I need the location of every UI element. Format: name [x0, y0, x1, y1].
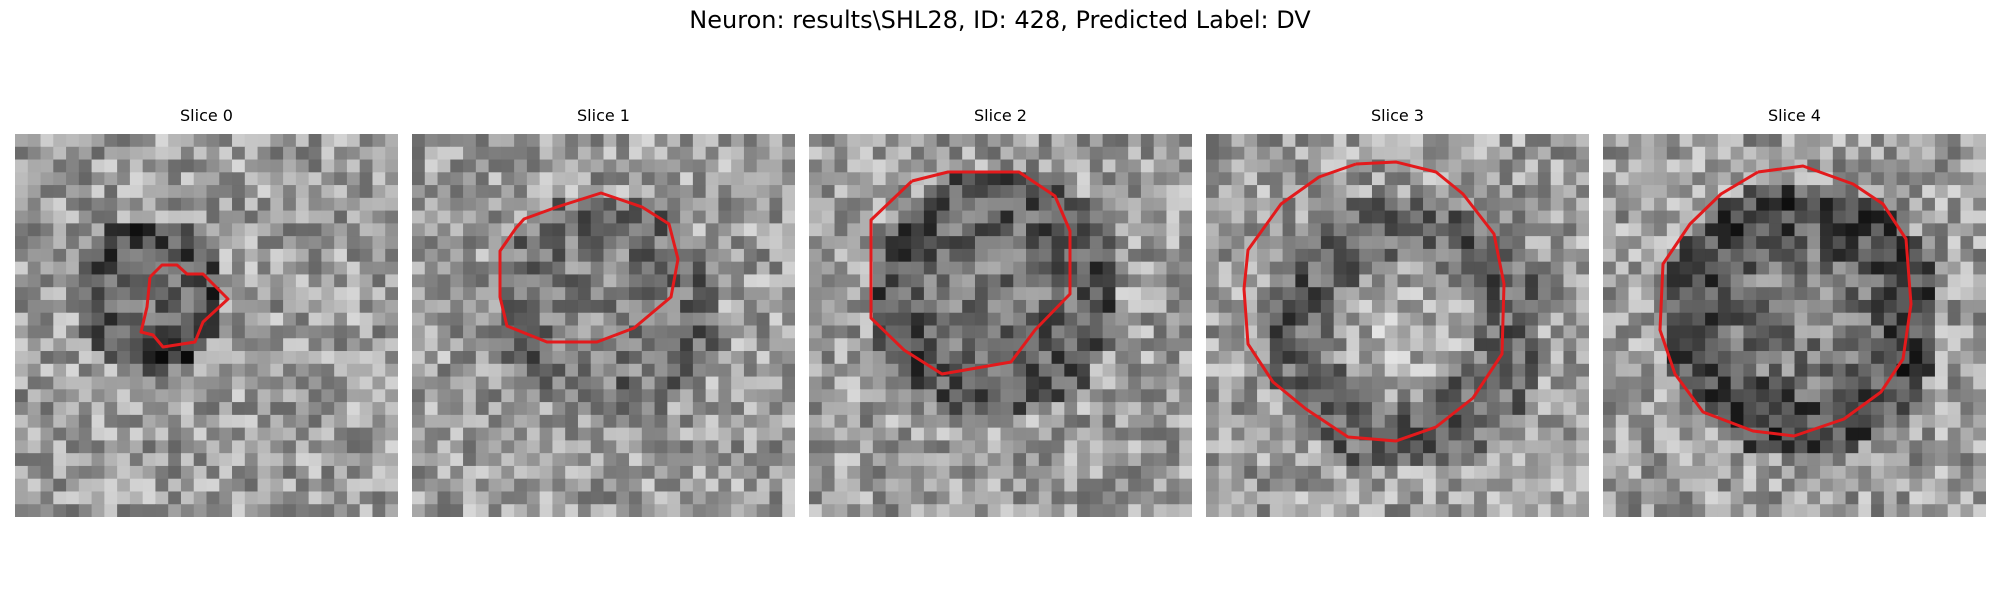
slice-title: Slice 2	[974, 106, 1027, 125]
roi-contour	[139, 263, 230, 349]
slice-image	[1603, 134, 1986, 517]
figure-title: Neuron: results\SHL28, ID: 428, Predicte…	[689, 6, 1311, 34]
roi-contour	[1658, 164, 1913, 438]
slice-image	[412, 134, 795, 517]
slice-panel-2: Slice 2	[809, 106, 1192, 517]
grayscale-pixel-grid	[1603, 134, 1986, 517]
slice-panel-1: Slice 1	[412, 106, 795, 517]
slice-image	[809, 134, 1192, 517]
slice-title: Slice 4	[1768, 106, 1821, 125]
slice-panel-4: Slice 4	[1603, 106, 1986, 517]
slice-image	[1206, 134, 1589, 517]
slice-panel-0: Slice 0	[15, 106, 398, 517]
roi-contour	[1242, 160, 1506, 443]
slice-panel-3: Slice 3	[1206, 106, 1589, 517]
grayscale-pixel-grid	[412, 134, 795, 517]
slice-image	[15, 134, 398, 517]
slice-title: Slice 0	[180, 106, 233, 125]
grayscale-pixel-grid	[15, 134, 398, 517]
grayscale-pixel-grid	[809, 134, 1192, 517]
roi-contour	[498, 191, 680, 344]
roi-contour	[869, 170, 1072, 376]
slice-title: Slice 1	[577, 106, 630, 125]
grayscale-pixel-grid	[1206, 134, 1589, 517]
slice-title: Slice 3	[1371, 106, 1424, 125]
